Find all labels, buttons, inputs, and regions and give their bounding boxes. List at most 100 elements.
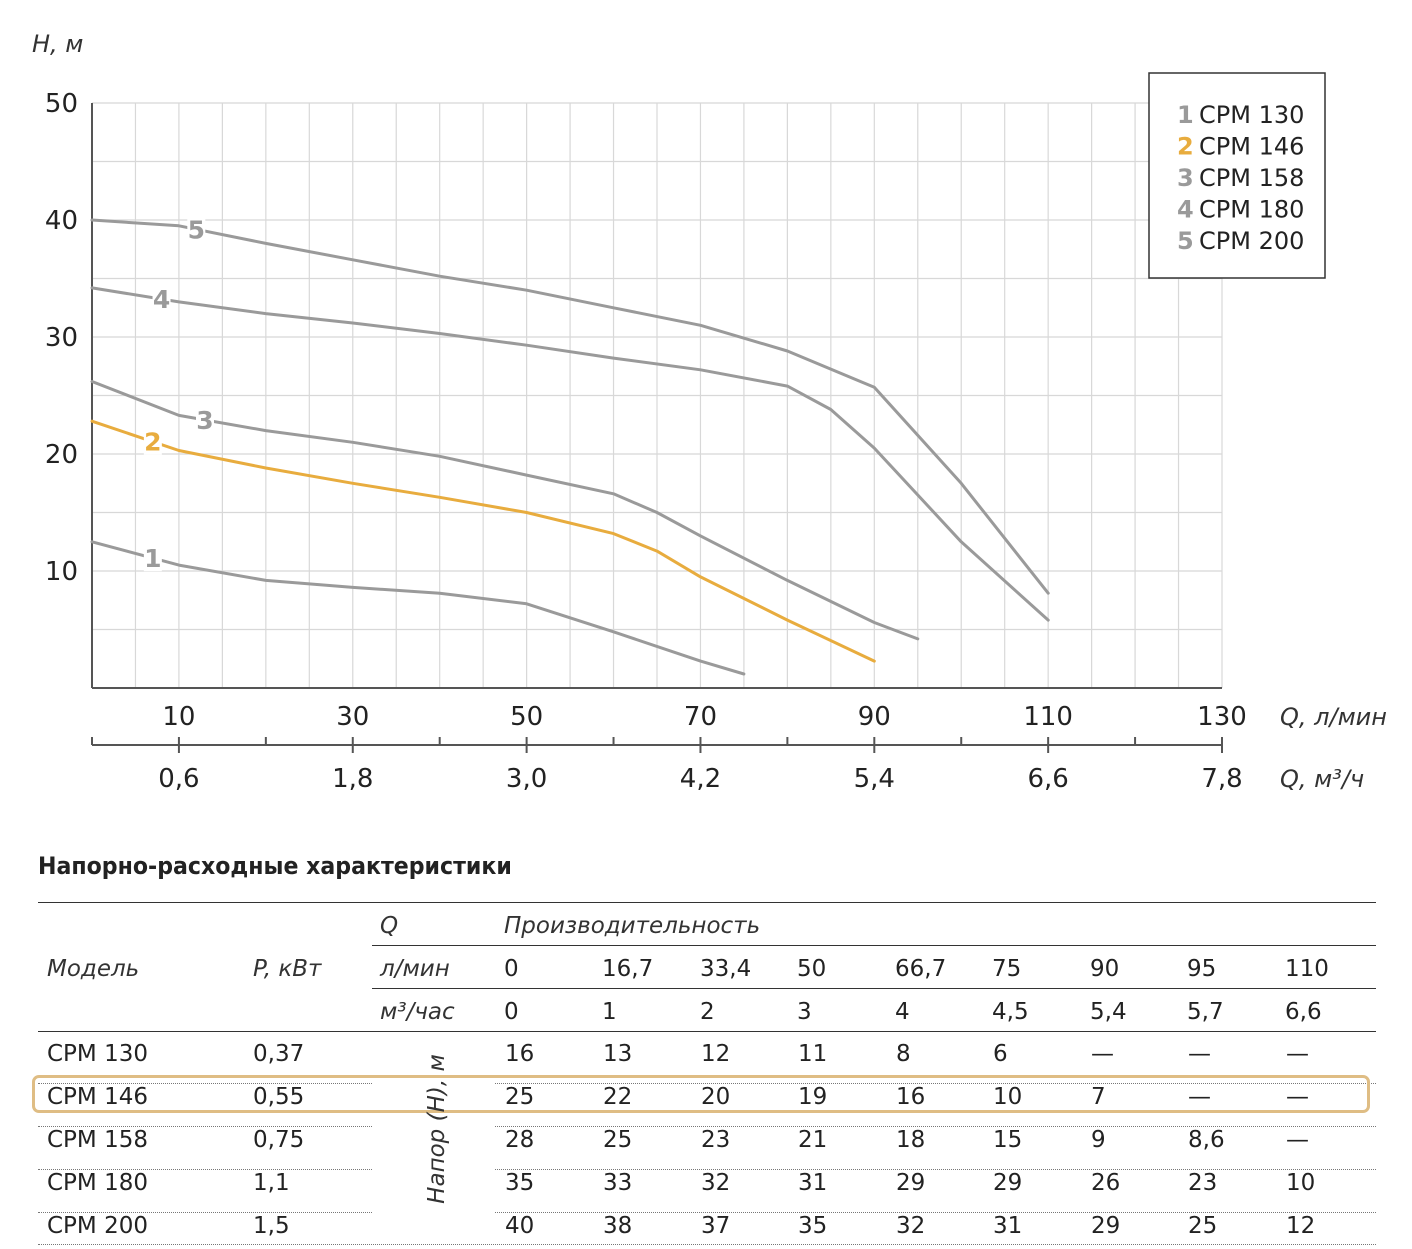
- row-value: 23: [1188, 1170, 1218, 1196]
- series-label-5: 5: [188, 215, 205, 244]
- row-value: 15: [993, 1127, 1023, 1153]
- legend-entry: CPM 158: [1199, 164, 1304, 192]
- header-lmin: л/мин: [380, 956, 450, 982]
- x-tick-label: 130: [1197, 702, 1247, 732]
- row-value: 18: [896, 1127, 926, 1153]
- row-value: 35: [798, 1213, 828, 1239]
- row-value: 23: [701, 1127, 731, 1153]
- header-performance: Производительность: [504, 913, 761, 939]
- x-tick-label: 30: [336, 702, 369, 732]
- m3h-value: 6,6: [1285, 999, 1322, 1025]
- head-axis-label: Напор (Н), м: [424, 1054, 450, 1204]
- row-divider: [495, 1212, 1376, 1213]
- m3h-value: 5,7: [1187, 999, 1224, 1025]
- row-value: 8: [896, 1041, 911, 1067]
- row-value: —: [1188, 1041, 1211, 1067]
- row-value: 6: [993, 1041, 1008, 1067]
- x2-tick-label: 3,0: [506, 764, 547, 794]
- x-axis-label: Q, л/мин: [1280, 703, 1387, 731]
- x2-tick-label: 1,8: [332, 764, 373, 794]
- header-power: P, кВт: [253, 956, 322, 982]
- row-value: 28: [505, 1127, 535, 1153]
- y-axis-label: H, м: [32, 30, 83, 58]
- series-line-5: [90, 218, 1050, 595]
- row-model: CPM 200: [47, 1213, 148, 1239]
- header-bottom-rule: [38, 1031, 1376, 1032]
- performance-table: Напорно-расходные характеристики Модель …: [0, 840, 1412, 1249]
- row-model: CPM 180: [47, 1170, 148, 1196]
- series-label-4: 4: [153, 285, 170, 314]
- row-value: 29: [993, 1170, 1023, 1196]
- row-divider: [495, 1169, 1376, 1170]
- row-value: 16: [505, 1041, 535, 1067]
- row-value: 25: [505, 1084, 535, 1110]
- legend-entry: CPM 146: [1199, 133, 1304, 161]
- row-value: 21: [798, 1127, 828, 1153]
- row-power: 1,1: [253, 1170, 290, 1196]
- row-value: 32: [896, 1213, 926, 1239]
- y-tick-label: 10: [45, 557, 78, 587]
- row-divider: [38, 1126, 372, 1127]
- lmin-value: 95: [1187, 956, 1217, 982]
- x-tick-label: 70: [684, 702, 717, 732]
- m3h-value: 5,4: [1090, 999, 1127, 1025]
- m3h-value: 3: [797, 999, 812, 1025]
- lmin-value: 66,7: [895, 956, 947, 982]
- legend-entry: CPM 200: [1199, 227, 1304, 255]
- row-value: 12: [701, 1041, 731, 1067]
- row-value: —: [1286, 1041, 1309, 1067]
- x2-tick-label: 5,4: [854, 764, 895, 794]
- row-value: 29: [896, 1170, 926, 1196]
- legend-number: 1: [1177, 101, 1194, 129]
- row-value: 31: [798, 1170, 828, 1196]
- x-tick-label: 50: [510, 702, 543, 732]
- row-value: 31: [993, 1213, 1023, 1239]
- header-rule-1: [372, 945, 1376, 946]
- m3h-value: 2: [700, 999, 715, 1025]
- x2-tick-label: 7,8: [1201, 764, 1242, 794]
- series-label-1: 1: [144, 544, 161, 573]
- row-model: CPM 146: [47, 1084, 148, 1110]
- legend-entry: CPM 130: [1199, 101, 1304, 129]
- legend-number: 3: [1177, 164, 1194, 192]
- row-value: 38: [603, 1213, 633, 1239]
- row-value: 13: [603, 1041, 633, 1067]
- row-value: 8,6: [1188, 1127, 1225, 1153]
- row-value: 20: [701, 1084, 731, 1110]
- row-value: 29: [1091, 1213, 1121, 1239]
- x-tick-label: 90: [858, 702, 891, 732]
- row-value: 37: [701, 1213, 731, 1239]
- row-value: 22: [603, 1084, 633, 1110]
- series-layer: 1 2 3 4 5: [90, 215, 1050, 676]
- series-line-4: [90, 286, 1050, 622]
- row-value: —: [1188, 1084, 1211, 1110]
- series-label-bg: [187, 216, 206, 243]
- header-m3h: м³/час: [380, 999, 455, 1025]
- table-title: Напорно-расходные характеристики: [38, 852, 512, 880]
- series-label-bg: [143, 428, 162, 455]
- axes: 10 20 30 40 50 10 30 50 70 90 110 130 0,6 1,8 3,0 4,2 5,…: [45, 89, 1247, 794]
- row-divider: [38, 1169, 372, 1170]
- y-tick-label: 20: [45, 440, 78, 470]
- lmin-value: 110: [1285, 956, 1329, 982]
- x-tick-label: 110: [1023, 702, 1073, 732]
- row-power: 0,75: [253, 1127, 305, 1153]
- x2-axis-label: Q, м³/ч: [1280, 765, 1364, 793]
- row-power: 0,37: [253, 1041, 305, 1067]
- table-bottom-rule: [38, 1244, 1376, 1245]
- row-value: 11: [798, 1041, 828, 1067]
- lmin-value: 33,4: [700, 956, 752, 982]
- row-value: 9: [1091, 1127, 1106, 1153]
- row-value: 10: [993, 1084, 1023, 1110]
- series-label-2: 2: [144, 428, 161, 457]
- series-label-bg: [152, 286, 171, 313]
- row-divider: [38, 1083, 372, 1084]
- row-model: CPM 130: [47, 1041, 148, 1067]
- legend-number: 4: [1177, 196, 1194, 224]
- row-value: 16: [896, 1084, 926, 1110]
- row-value: —: [1286, 1084, 1309, 1110]
- row-value: —: [1286, 1127, 1309, 1153]
- row-value: —: [1091, 1041, 1114, 1067]
